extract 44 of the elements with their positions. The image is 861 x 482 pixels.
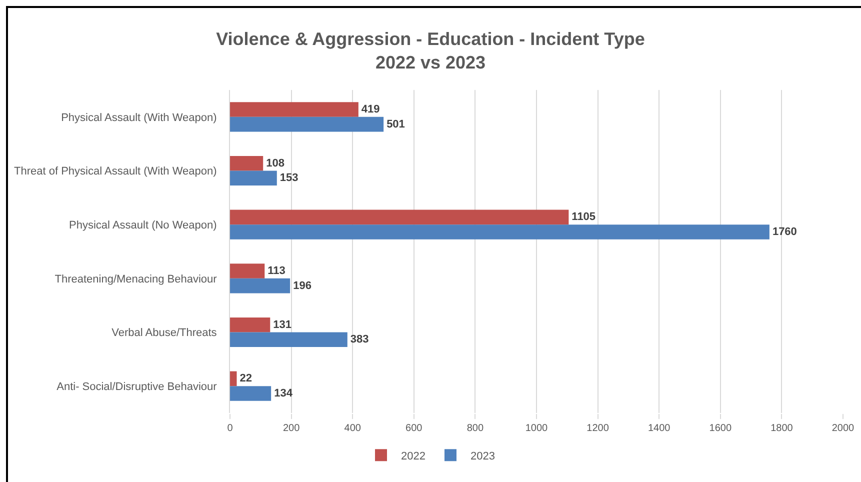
data-label: 1105 bbox=[572, 211, 596, 224]
legend-label: 2023 bbox=[470, 450, 495, 462]
x-tick-label: 1800 bbox=[770, 423, 794, 434]
bar bbox=[230, 371, 237, 386]
bar bbox=[230, 170, 277, 186]
bar bbox=[230, 156, 264, 171]
data-label: 113 bbox=[268, 265, 286, 278]
y-tick-label: Threat of Physical Assault (With Weapon) bbox=[14, 166, 217, 178]
legend-label: 2022 bbox=[401, 450, 426, 462]
x-tick-label: 200 bbox=[282, 423, 300, 434]
bar bbox=[230, 317, 270, 332]
y-tick-label: Anti- Social/Disruptive Behaviour bbox=[56, 380, 218, 393]
y-tick-label: Physical Assault (No Weapon) bbox=[69, 219, 217, 232]
x-tick-label: 0 bbox=[227, 423, 234, 434]
y-tick-label: Verbal Abuse/Threats bbox=[112, 327, 218, 340]
bar bbox=[230, 116, 384, 132]
data-label: 22 bbox=[240, 372, 252, 385]
data-label: 131 bbox=[273, 318, 292, 331]
bar bbox=[230, 278, 290, 294]
data-label: 383 bbox=[350, 334, 369, 346]
x-tick-label: 800 bbox=[466, 423, 484, 434]
data-label: 501 bbox=[386, 118, 405, 130]
bar bbox=[230, 332, 348, 348]
x-tick-label: 600 bbox=[406, 423, 423, 434]
y-tick-label: Physical Assault (With Weapon) bbox=[61, 112, 217, 124]
x-tick-label: 2000 bbox=[832, 423, 855, 434]
chart-title: Violence & Aggression - Education - Incident Type 2022 vs 2023 bbox=[216, 29, 645, 72]
y-tick-label: Threatening/Menacing Behaviour bbox=[54, 273, 218, 286]
data-label: 153 bbox=[280, 172, 298, 184]
bar bbox=[230, 102, 358, 117]
bar bbox=[230, 224, 770, 240]
bar bbox=[230, 386, 272, 401]
data-label: 134 bbox=[274, 387, 294, 400]
x-tick-label: 1000 bbox=[525, 423, 548, 434]
data-label: 1760 bbox=[772, 226, 797, 238]
x-tick-label: 1400 bbox=[648, 423, 671, 434]
bar bbox=[230, 264, 265, 278]
data-label: 196 bbox=[293, 280, 312, 292]
bar bbox=[230, 210, 569, 225]
data-label: 419 bbox=[361, 104, 380, 116]
x-tick-label: 400 bbox=[344, 423, 362, 434]
data-label: 108 bbox=[266, 157, 284, 170]
x-tick-label: 1600 bbox=[709, 423, 732, 434]
x-tick-label: 1200 bbox=[586, 423, 610, 434]
